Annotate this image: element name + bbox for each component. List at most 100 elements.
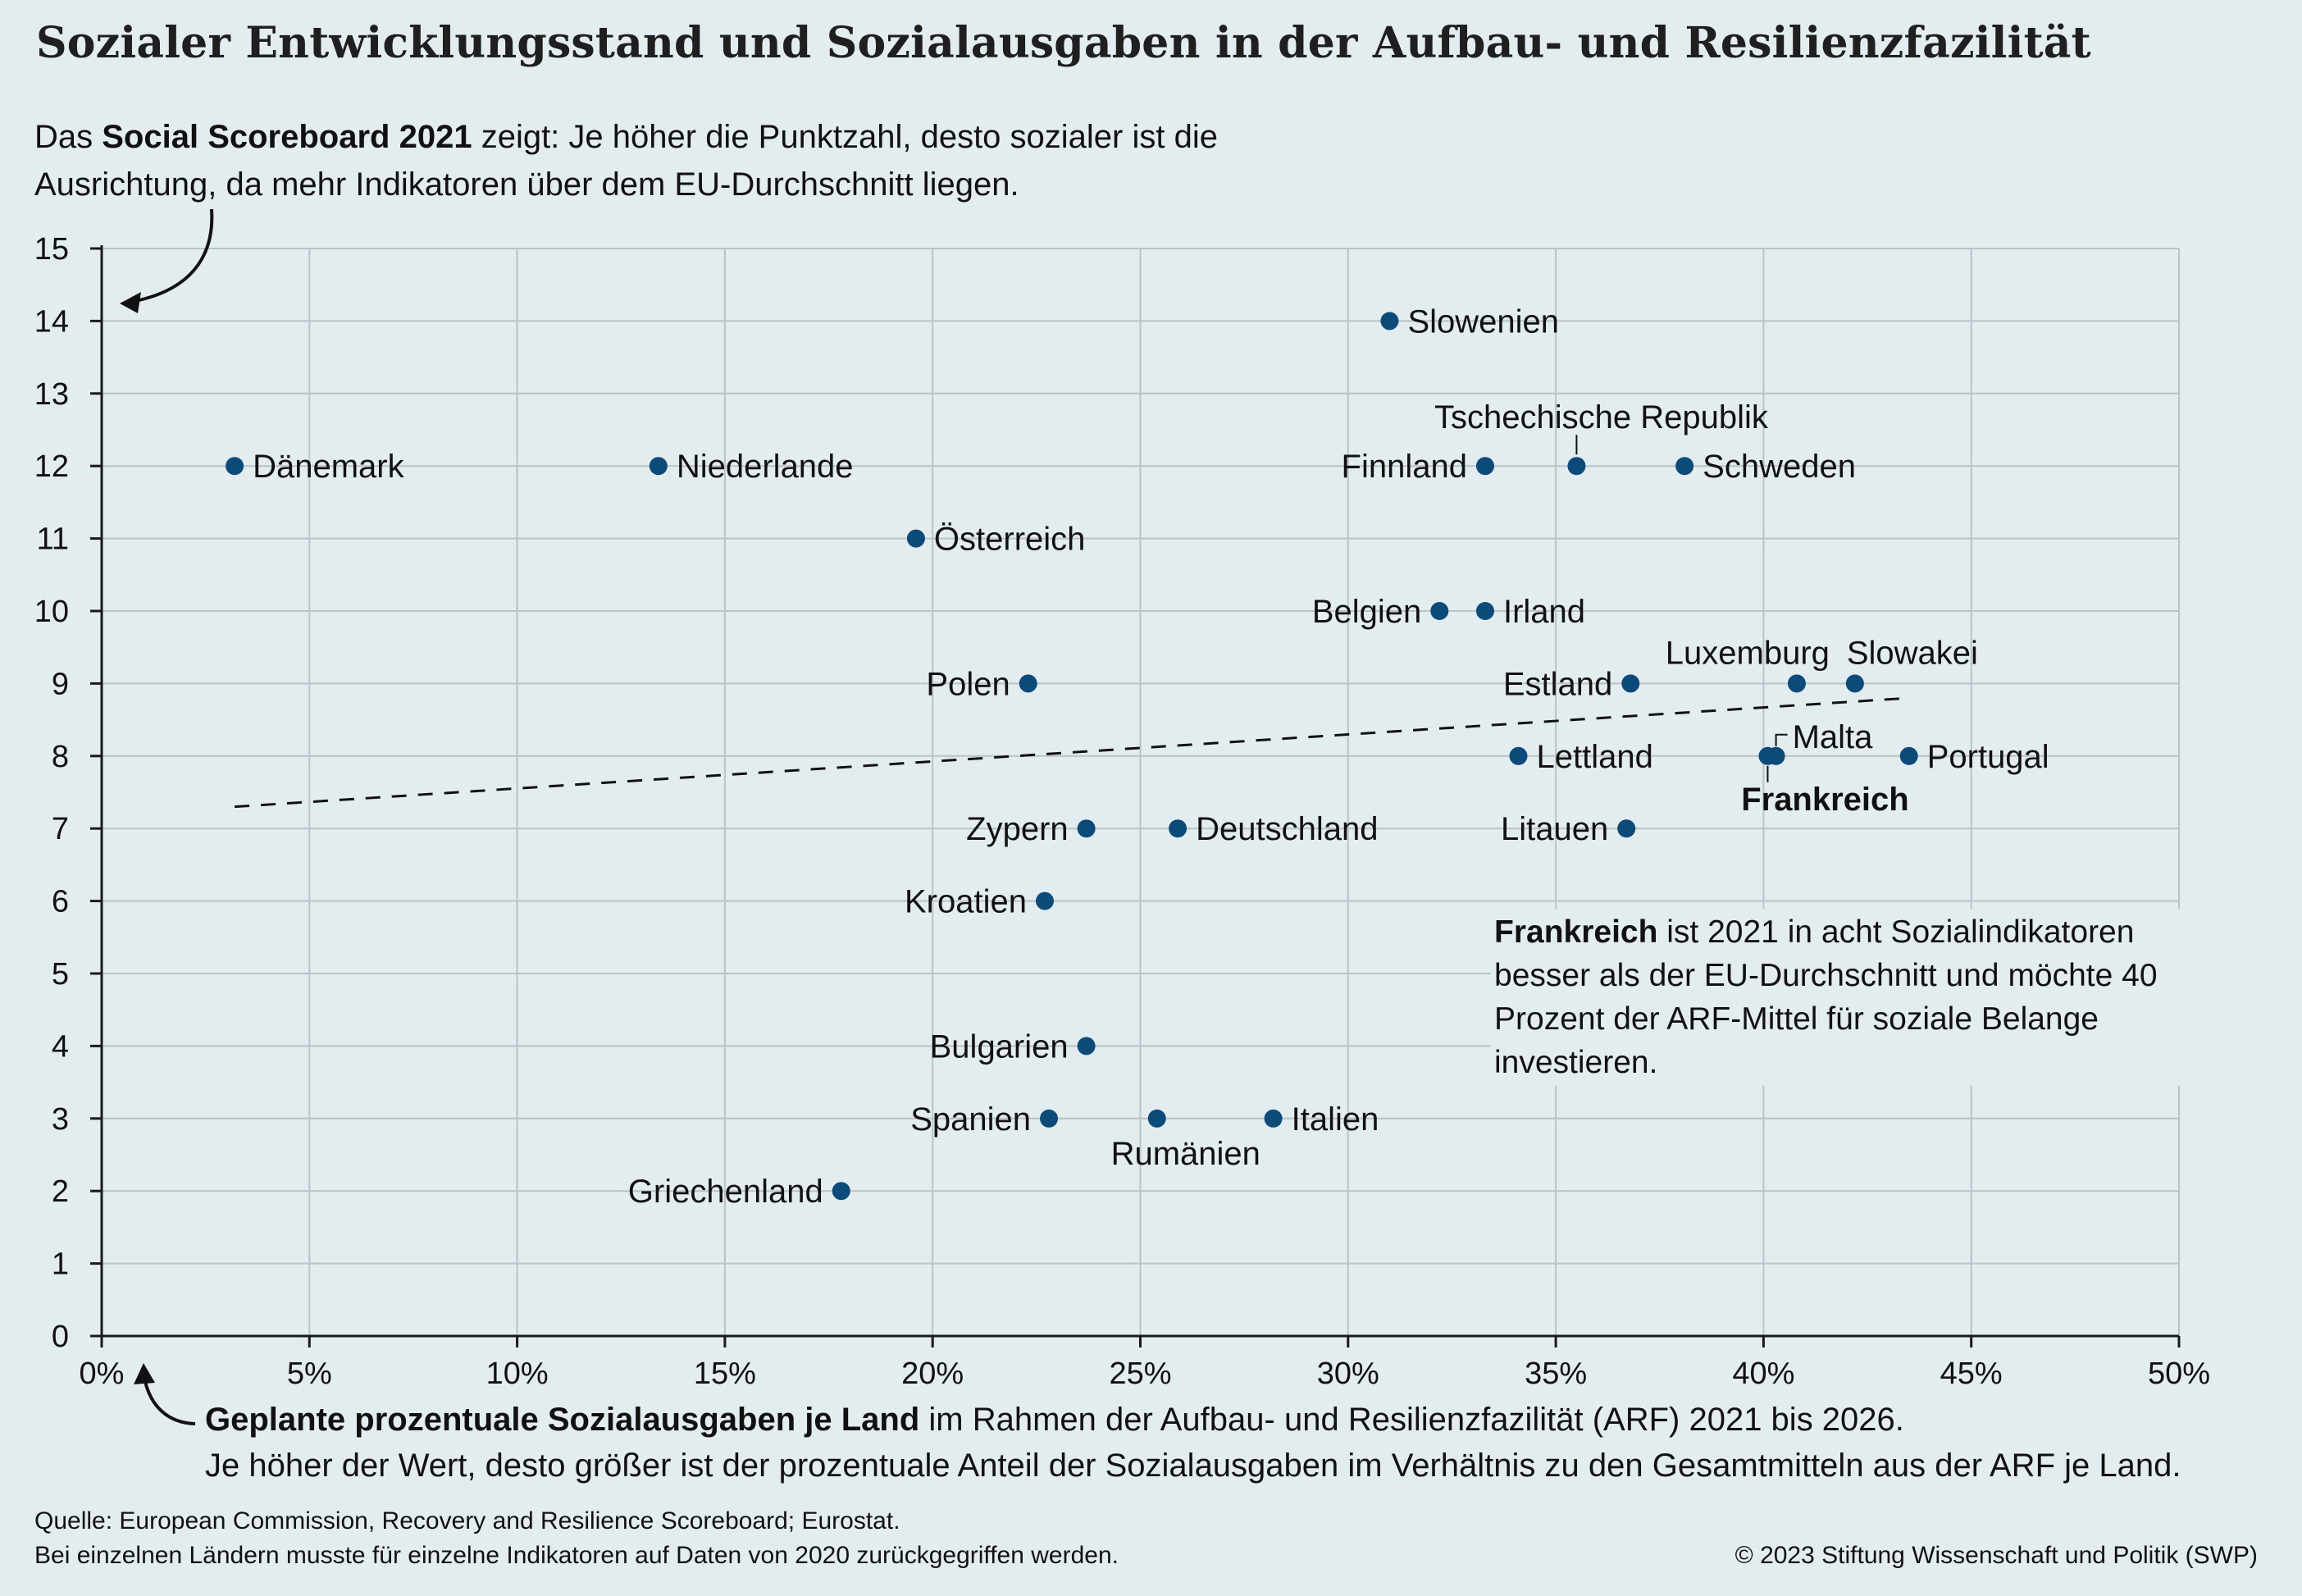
x-tick-label: 20% [901, 1357, 964, 1391]
point-label: Slowenien [1407, 303, 1559, 340]
point-labels: Dänemark Niederlande Österreich Polen Zypern… [253, 303, 2049, 1210]
trendline-line [235, 696, 1909, 809]
intro-bold: Social Scoreboard 2021 [102, 119, 472, 155]
y-tick-label: 11 [37, 522, 69, 557]
x-tick-label: 5% [287, 1357, 332, 1391]
point-label: Portugal [1927, 739, 2049, 775]
point-label: Österreich [934, 522, 1086, 558]
annotation-arrows [120, 208, 214, 1425]
data-point [1475, 602, 1494, 620]
data-point [1617, 819, 1636, 838]
data-point [1147, 1109, 1166, 1128]
y-tick-label: 2 [52, 1174, 69, 1209]
y-tick-label: 3 [52, 1102, 69, 1137]
point-label: Niederlande [677, 449, 854, 485]
point-label: Polen [926, 666, 1010, 702]
data-point [906, 529, 925, 548]
point-label: Finnland [1342, 449, 1467, 485]
x-axis-caption: Geplante prozentuale Sozialausgaben je L… [205, 1397, 2181, 1489]
source-line1: Quelle: European Commission, Recovery an… [34, 1507, 900, 1534]
x-tick-label: 30% [1317, 1357, 1379, 1391]
annotation-bold: Frankreich [1494, 914, 1658, 950]
source-line2: Bei einzelnen Ländern musste für einzeln… [34, 1542, 1119, 1569]
trendline [235, 696, 1909, 809]
data-point [1899, 746, 1918, 765]
x-caption-line1: im Rahmen der Aufbau- und Resilienzfazil… [919, 1402, 1904, 1438]
x-tick-label: 10% [486, 1357, 549, 1391]
leader-lines [1575, 435, 1788, 782]
y-axis-arrow-icon [130, 208, 214, 303]
chart-title: Sozialer Entwicklungsstand und Sozialaus… [36, 18, 2091, 68]
data-point [1430, 602, 1449, 620]
x-caption-bold: Geplante prozentuale Sozialausgaben je L… [205, 1402, 920, 1438]
y-tick-label: 4 [52, 1029, 69, 1064]
y-tick-label: 6 [52, 885, 69, 919]
data-point [1675, 457, 1694, 476]
point-label: Lettland [1537, 739, 1653, 775]
point-label: Schweden [1703, 449, 1856, 485]
axes [90, 245, 2181, 1347]
point-label: Rumänien [1111, 1136, 1260, 1172]
point-label: Slowakei [1847, 635, 1978, 671]
point-label: Bulgarien [930, 1028, 1069, 1065]
y-tick-label: 0 [52, 1320, 69, 1354]
y-tick-label: 5 [52, 957, 69, 992]
point-label: Deutschland [1196, 811, 1378, 847]
point-label: Luxemburg [1666, 635, 1830, 671]
point-label: Malta [1793, 719, 1874, 755]
tick-labels: 0% 5% 10% 15% 20% 25% 30% 35% 40% 45% 50%012345678… [34, 232, 2210, 1391]
data-point [1019, 674, 1037, 693]
data-point [1169, 819, 1187, 838]
data-point [1380, 312, 1399, 331]
data-point [1475, 457, 1494, 476]
data-point [1035, 891, 1054, 910]
data-point [649, 457, 668, 476]
france-annotation: Frankreich ist 2021 in acht Sozialindika… [1491, 909, 2236, 1086]
data-point [1077, 819, 1096, 838]
y-tick-label: 12 [34, 449, 69, 484]
data-point [1509, 746, 1528, 765]
data-point [1758, 746, 1777, 765]
point-label: Kroatien [905, 884, 1027, 920]
data-point [832, 1182, 850, 1201]
intro-text: Das Social Scoreboard 2021 zeigt: Je höh… [34, 113, 1265, 208]
point-label: Frankreich [1741, 782, 1909, 818]
data-point [1264, 1109, 1283, 1128]
x-tick-label: 35% [1525, 1357, 1587, 1391]
point-label: Zypern [966, 811, 1069, 847]
annotation-text: ist 2021 in acht Sozialindikatoren besse… [1494, 914, 2158, 1080]
x-tick-label: 15% [694, 1357, 756, 1391]
point-label: Belgien [1312, 594, 1421, 630]
data-point [226, 457, 244, 476]
point-label: Litauen [1501, 811, 1608, 847]
x-tick-label: 0% [80, 1357, 125, 1391]
y-tick-label: 15 [34, 232, 69, 267]
data-point [1040, 1109, 1059, 1128]
leader-line [1775, 733, 1788, 746]
y-tick-label: 8 [52, 740, 69, 774]
grid [101, 248, 2180, 1337]
y-tick-label: 9 [52, 667, 69, 701]
x-tick-label: 45% [1940, 1357, 2003, 1391]
y-axis-arrowhead-icon [120, 292, 141, 313]
x-axis-arrowhead-icon [134, 1363, 155, 1384]
y-tick-label: 7 [52, 812, 69, 846]
x-tick-label: 50% [2148, 1357, 2210, 1391]
x-tick-label: 25% [1109, 1357, 1171, 1391]
copyright: © 2023 Stiftung Wissenschaft und Politik… [1734, 1542, 2258, 1569]
intro-prefix: Das [34, 119, 103, 155]
data-point [1621, 674, 1640, 693]
point-label: Italien [1292, 1101, 1379, 1138]
data-point [1787, 674, 1806, 693]
point-label: Irland [1503, 594, 1585, 630]
source-note: Quelle: European Commission, Recovery an… [34, 1504, 1119, 1573]
data-point [1567, 457, 1586, 476]
intro-suffix: zeigt: Je höher die Punktzahl, desto soz… [34, 119, 1218, 203]
x-tick-label: 40% [1732, 1357, 1794, 1391]
point-label: Estland [1503, 666, 1612, 702]
y-tick-label: 1 [52, 1247, 69, 1282]
x-axis-arrow-icon [143, 1377, 196, 1425]
point-label: Tschechische Republik [1434, 399, 1769, 435]
data-points [226, 312, 1918, 1201]
y-tick-label: 14 [34, 304, 69, 339]
